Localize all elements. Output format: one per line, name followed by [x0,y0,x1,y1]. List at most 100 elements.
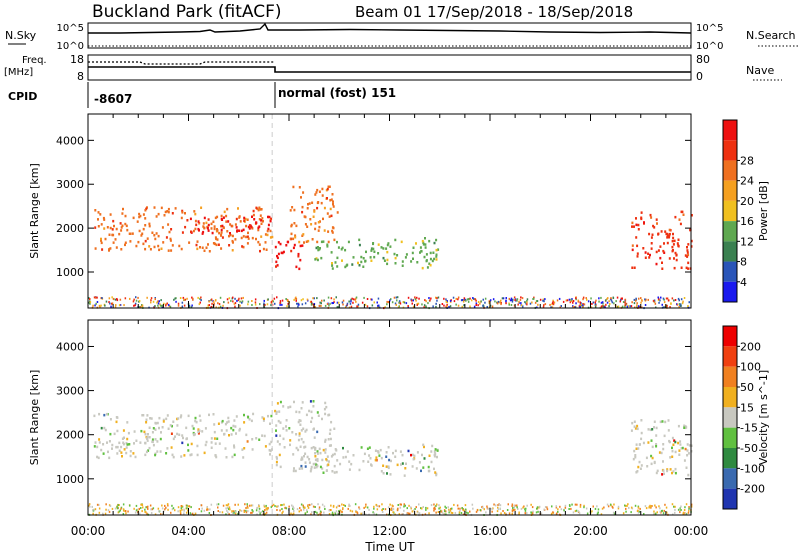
echo-region-cell [293,222,296,225]
echo-region-cell [302,233,305,236]
echo-region-cell [421,266,424,270]
ground-scatter-cell [489,304,492,307]
echo-region-cell [297,438,300,442]
ground-scatter-cell [446,301,448,304]
ground-scatter-cell [282,510,284,513]
ground-scatter-cell [198,508,200,510]
ground-scatter-cell [600,296,602,299]
ground-scatter-cell [555,506,558,509]
ground-scatter-cell [247,300,250,303]
echo-region-cell [319,465,322,469]
echo-region-cell [138,212,141,216]
ground-scatter-cell [296,302,298,305]
ground-scatter-cell [620,299,622,302]
ground-scatter-cell [164,508,166,511]
echo-region-cell [396,463,399,467]
ground-scatter-cell [320,302,322,305]
ground-scatter-cell [465,299,467,302]
ground-scatter-cell [134,511,137,514]
ground-scatter-cell [165,304,167,307]
ground-scatter-cell [624,301,626,304]
ground-scatter-cell [212,300,215,303]
echo-region-cell [199,419,202,422]
ground-scatter-cell [293,507,295,510]
echo-region-cell [687,267,690,270]
ground-scatter-cell [463,297,466,300]
echo-region-cell [334,448,337,451]
ground-scatter-cell [120,507,122,510]
ground-scatter-cell [133,298,135,301]
ground-scatter-cell [630,305,633,308]
ground-scatter-cell [462,300,465,303]
ground-scatter-cell [174,297,176,300]
ground-scatter-cell [145,506,147,509]
echo-region-cell [412,246,415,249]
echo-region-cell [304,430,307,433]
echo-region-cell [330,214,333,218]
ground-scatter-cell [483,508,485,511]
ground-scatter-cell [662,512,665,515]
ground-scatter-cell [463,509,465,512]
ground-scatter-cell [399,506,402,509]
echo-region-cell [257,240,260,244]
ground-scatter-cell [603,506,605,509]
ground-scatter-cell [384,508,387,511]
ground-scatter-cell [443,297,445,300]
echo-region-cell [207,229,210,232]
ground-scatter-cell [96,503,99,506]
ground-scatter-cell [349,302,352,305]
ground-scatter-cell [219,511,221,513]
ground-scatter-cell [617,305,620,308]
echo-region-cell [682,213,685,216]
echo-region-cell [214,236,217,239]
echo-region-cell [138,215,141,219]
ground-scatter-cell [348,503,350,506]
echo-region-cell [650,216,653,219]
echo-region-cell [116,429,119,433]
echo-region-cell [326,197,328,200]
echo-region-cell [255,437,258,440]
ground-scatter-cell [517,508,519,510]
ground-scatter-cell [138,512,141,515]
ground-scatter-cell [191,304,193,307]
ground-scatter-cell [167,508,169,511]
echo-region-cell [102,452,105,455]
ground-scatter-cell [250,504,253,507]
ground-scatter-cell [674,299,677,301]
echo-region-cell [308,461,311,464]
echo-region-cell [238,215,241,218]
echo-region-cell [655,471,658,475]
ground-scatter-cell [335,296,337,299]
echo-region-cell [671,455,674,458]
ground-scatter-cell [579,303,581,306]
ground-scatter-cell [423,306,425,309]
ground-scatter-cell [610,299,613,302]
ground-scatter-cell [366,298,369,300]
ground-scatter-cell [326,303,329,305]
echo-region-cell [429,264,432,267]
echo-region-cell [377,451,380,454]
ground-scatter-cell [336,306,338,309]
ground-scatter-cell [137,296,139,299]
ground-scatter-cell [673,505,675,508]
echo-region-cell [275,434,278,437]
ground-scatter-cell [488,300,490,303]
ground-scatter-cell [489,299,492,302]
ground-scatter-cell [123,509,125,512]
echo-region-cell [215,243,218,247]
ground-scatter-cell [194,512,197,515]
ground-scatter-cell [427,302,429,305]
echo-region-cell [660,451,663,455]
echo-region-cell [290,249,293,253]
echo-region-cell [315,257,318,260]
ground-scatter-cell [582,298,584,301]
echo-region-cell [653,420,656,423]
ground-scatter-cell [687,305,689,307]
echo-region-cell [374,458,377,462]
ground-scatter-cell [138,306,141,309]
ground-scatter-cell [213,302,215,305]
ground-scatter-cell [416,304,418,306]
echo-region-cell [162,420,165,423]
echo-region-cell [429,257,432,261]
ground-scatter-cell [505,297,507,299]
